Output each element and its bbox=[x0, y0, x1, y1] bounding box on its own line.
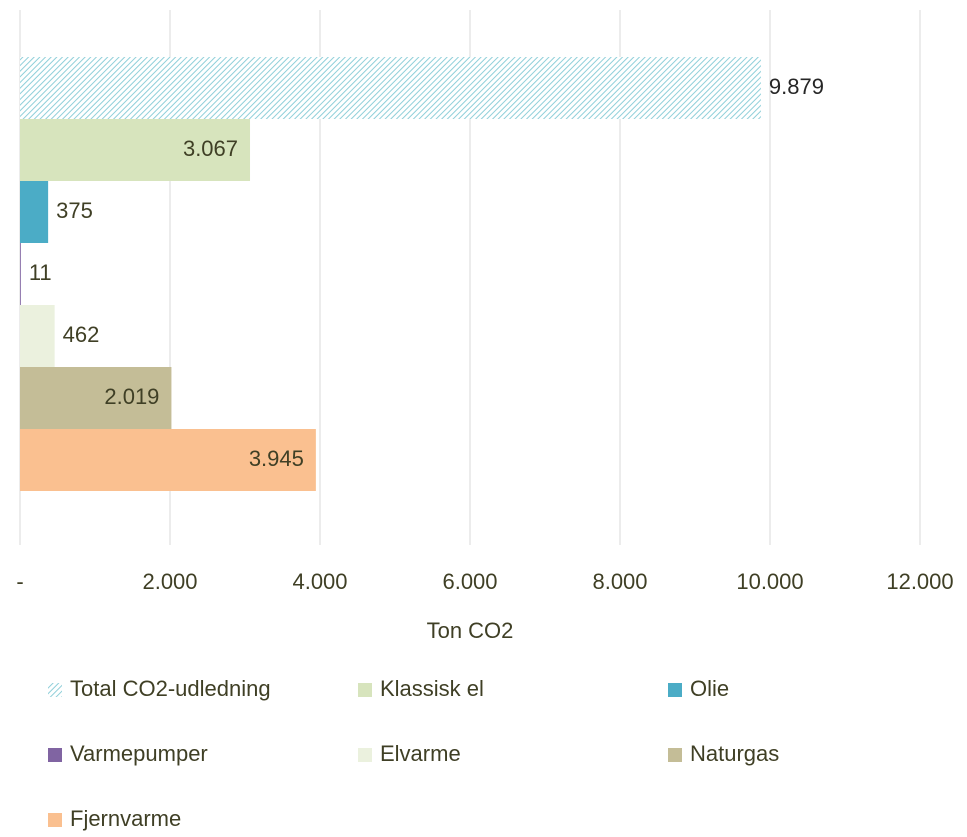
bar bbox=[20, 305, 55, 367]
legend-swatch bbox=[358, 683, 372, 697]
x-tick-label: 12.000 bbox=[886, 569, 953, 594]
data-label: 3.067 bbox=[183, 136, 238, 161]
legend-swatch bbox=[358, 748, 372, 762]
bar bbox=[20, 119, 251, 181]
x-tick-label: 8.000 bbox=[592, 569, 647, 594]
bar bbox=[20, 181, 49, 243]
legend-label: Elvarme bbox=[380, 741, 461, 766]
data-label: 3.945 bbox=[249, 446, 304, 471]
data-label: 2.019 bbox=[104, 384, 159, 409]
legend-label: Total CO2-udledning bbox=[70, 676, 271, 701]
bar bbox=[20, 429, 316, 491]
x-tick-label: - bbox=[16, 569, 23, 594]
data-label: 11 bbox=[29, 260, 52, 285]
legend-label: Klassisk el bbox=[380, 676, 484, 701]
legend-swatch bbox=[48, 748, 62, 762]
x-axis-label: Ton CO2 bbox=[427, 618, 514, 643]
x-tick-label: 2.000 bbox=[142, 569, 197, 594]
x-tick-label: 10.000 bbox=[736, 569, 803, 594]
bar bbox=[20, 243, 21, 305]
legend-label: Naturgas bbox=[690, 741, 779, 766]
bar bbox=[20, 57, 761, 119]
x-tick-label: 4.000 bbox=[292, 569, 347, 594]
legend-swatch bbox=[668, 748, 682, 762]
x-tick-label: 6.000 bbox=[442, 569, 497, 594]
legend-label: Olie bbox=[690, 676, 729, 701]
legend-label: Varmepumper bbox=[70, 741, 208, 766]
data-label: 9.879 bbox=[769, 74, 824, 99]
legend-swatch bbox=[48, 813, 62, 827]
bar bbox=[20, 367, 172, 429]
legend-swatch bbox=[668, 683, 682, 697]
data-label: 462 bbox=[63, 322, 100, 347]
legend-swatch bbox=[48, 683, 62, 697]
legend-label: Fjernvarme bbox=[70, 806, 181, 831]
data-label: 375 bbox=[56, 198, 93, 223]
